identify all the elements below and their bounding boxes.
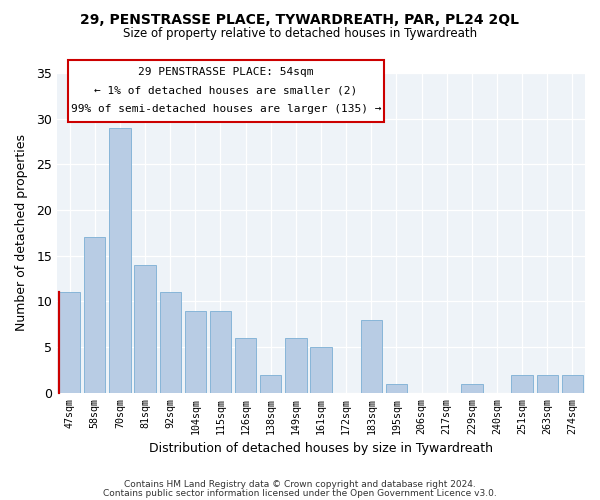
Bar: [235, 338, 256, 393]
Bar: [511, 374, 533, 393]
Bar: [160, 292, 181, 393]
Text: Contains HM Land Registry data © Crown copyright and database right 2024.: Contains HM Land Registry data © Crown c…: [124, 480, 476, 489]
Text: 29 PENSTRASSE PLACE: 54sqm: 29 PENSTRASSE PLACE: 54sqm: [138, 67, 314, 77]
Bar: [84, 238, 106, 393]
Bar: [134, 265, 156, 393]
Bar: [562, 374, 583, 393]
Text: 99% of semi-detached houses are larger (135) →: 99% of semi-detached houses are larger (…: [71, 104, 381, 115]
Bar: [361, 320, 382, 393]
FancyBboxPatch shape: [68, 60, 385, 122]
Bar: [59, 292, 80, 393]
Bar: [461, 384, 482, 393]
X-axis label: Distribution of detached houses by size in Tywardreath: Distribution of detached houses by size …: [149, 442, 493, 455]
Bar: [260, 374, 281, 393]
Bar: [285, 338, 307, 393]
Bar: [536, 374, 558, 393]
Text: Contains public sector information licensed under the Open Government Licence v3: Contains public sector information licen…: [103, 489, 497, 498]
Bar: [109, 128, 131, 393]
Bar: [185, 310, 206, 393]
Bar: [210, 310, 231, 393]
Text: ← 1% of detached houses are smaller (2): ← 1% of detached houses are smaller (2): [94, 86, 358, 96]
Bar: [310, 347, 332, 393]
Text: 29, PENSTRASSE PLACE, TYWARDREATH, PAR, PL24 2QL: 29, PENSTRASSE PLACE, TYWARDREATH, PAR, …: [80, 12, 520, 26]
Text: Size of property relative to detached houses in Tywardreath: Size of property relative to detached ho…: [123, 28, 477, 40]
Bar: [386, 384, 407, 393]
Y-axis label: Number of detached properties: Number of detached properties: [15, 134, 28, 332]
